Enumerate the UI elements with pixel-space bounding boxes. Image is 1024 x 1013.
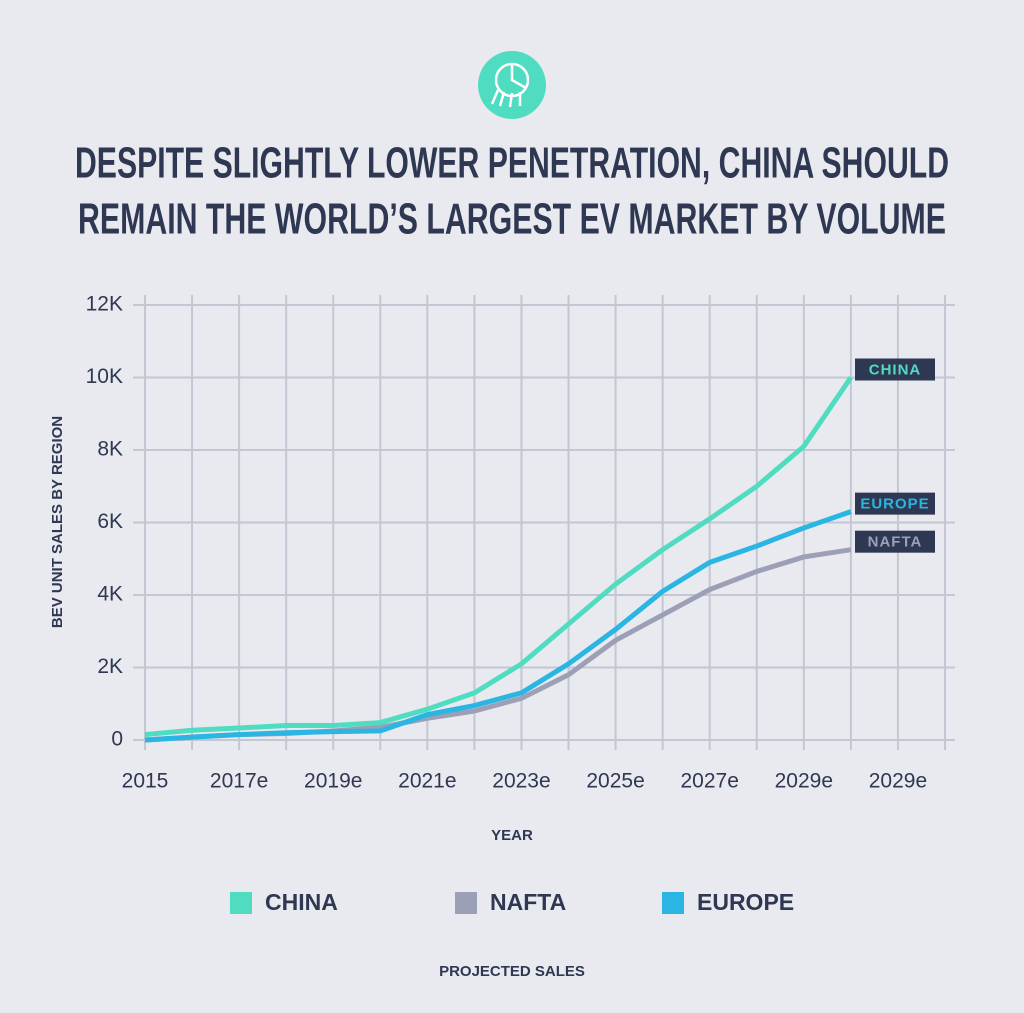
footer: PROJECTED SALES	[439, 963, 585, 980]
y-tick-label: 4K	[97, 583, 123, 606]
x-tick-label: 2025e	[586, 770, 644, 793]
y-tick-label: 2K	[97, 655, 123, 678]
logo	[478, 51, 546, 119]
annotation-box	[855, 492, 935, 515]
annotation-box	[855, 530, 935, 553]
annotation: NAFTA	[868, 534, 923, 551]
x-tick-label: 2015	[122, 770, 169, 793]
legend-swatch	[455, 892, 477, 914]
y-tick-label: 8K	[97, 438, 123, 461]
legend-label: EUROPE	[697, 889, 794, 915]
legend-label: CHINA	[265, 889, 338, 915]
y-tick-label: 12K	[86, 293, 123, 316]
y-tick-label: 0	[111, 728, 123, 751]
annotation: CHINA	[869, 361, 922, 378]
x-tick-label: 2021e	[398, 770, 456, 793]
x-tick-label: 2027e	[681, 770, 739, 793]
y-tick-label: 10K	[86, 365, 123, 388]
legend-swatch	[230, 892, 252, 914]
annotation: EUROPE	[860, 496, 929, 513]
y-tick-label: 6K	[97, 510, 123, 533]
x-tick-label: 2029e	[775, 770, 833, 793]
x-axis-label: YEAR	[491, 827, 533, 844]
x-tick-label: 2029e	[869, 770, 927, 793]
x-tick-label: 2019e	[304, 770, 362, 793]
line-series	[144, 376, 853, 738]
legend-label: NAFTA	[490, 889, 566, 915]
legend-swatch	[662, 892, 684, 914]
chart-title: DESPITE SLIGHTLY LOWER PENETRATION, CHIN…	[75, 139, 949, 188]
chart-title: REMAIN THE WORLD’S LARGEST EV MARKET BY …	[78, 195, 946, 244]
line-series	[144, 509, 852, 743]
x-tick-label: 2023e	[492, 770, 550, 793]
y-axis-label: BEV UNIT SALES BY REGION	[49, 416, 66, 628]
annotation-box	[855, 358, 935, 381]
x-tick-label: 2017e	[210, 770, 268, 793]
